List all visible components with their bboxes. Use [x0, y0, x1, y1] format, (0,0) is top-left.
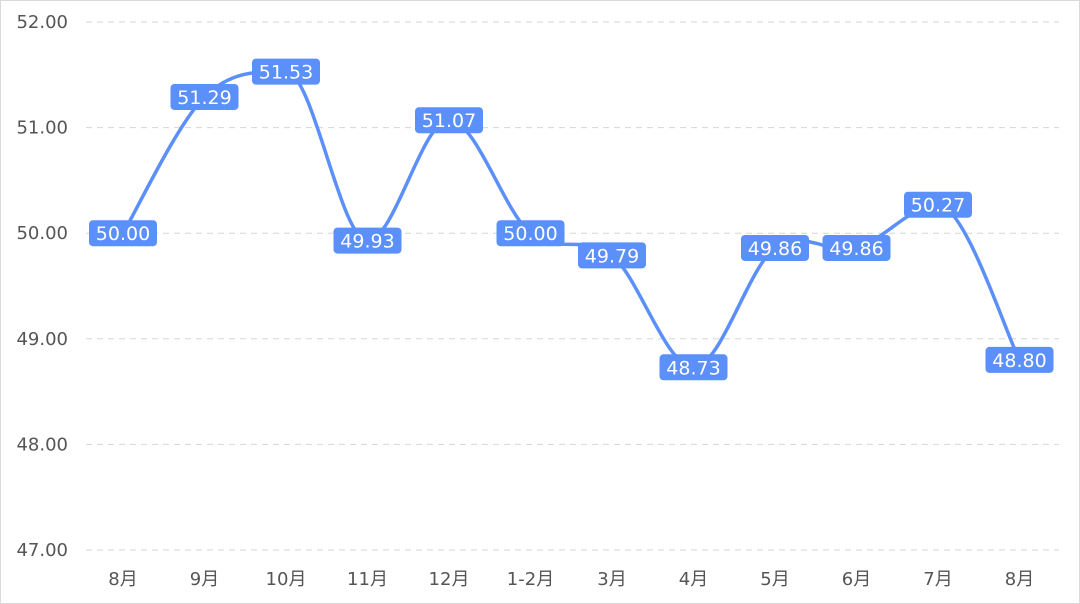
y-tick-label: 51.00	[16, 118, 68, 139]
data-label-text: 49.79	[585, 245, 639, 267]
y-axis: 47.00 48.00 49.00 50.00 51.00 52.00	[16, 12, 68, 561]
y-tick-label: 50.00	[16, 223, 68, 244]
x-tick-label: 7月	[923, 569, 952, 590]
x-tick-label: 3月	[597, 569, 626, 590]
data-label-text: 50.00	[96, 223, 150, 245]
data-label-box	[496, 220, 565, 247]
data-label: 50.27	[904, 191, 972, 218]
data-label-box	[904, 191, 972, 218]
data-label: 51.07	[415, 107, 483, 134]
data-label-box	[822, 234, 891, 261]
data-label-text: 51.53	[259, 62, 313, 84]
data-label-text: 48.73	[666, 357, 720, 379]
data-label-box	[985, 346, 1054, 373]
data-label-box	[741, 234, 809, 261]
data-label: 50.00	[89, 220, 157, 247]
x-tick-label: 1-2月	[507, 569, 554, 590]
data-label: 51.53	[252, 58, 320, 85]
y-tick-label: 47.00	[16, 540, 68, 561]
data-label-text: 48.80	[992, 350, 1046, 372]
data-label-text: 51.07	[422, 110, 476, 132]
data-label-text: 49.93	[340, 231, 394, 253]
data-label: 48.80	[985, 346, 1054, 373]
data-label: 49.86	[822, 234, 891, 261]
series-layer	[121, 69, 1022, 370]
data-label-text: 49.86	[829, 238, 883, 260]
data-label-text: 50.27	[911, 195, 965, 217]
data-label-text: 50.00	[503, 223, 557, 245]
data-label: 49.79	[578, 242, 646, 269]
data-label: 50.00	[496, 220, 565, 247]
data-label-box	[252, 58, 320, 85]
data-label-box	[659, 354, 728, 381]
x-tick-label: 8月	[1005, 569, 1034, 590]
data-label-layer: 50.00 51.29 51.53 49.93 51.07 50.00 49.79 48.73…	[89, 58, 1054, 381]
data-label: 48.73	[659, 354, 728, 381]
x-tick-label: 8月	[108, 569, 137, 590]
data-label: 49.86	[741, 234, 809, 261]
x-tick-label: 10月	[266, 569, 307, 590]
x-tick-label: 12月	[429, 569, 470, 590]
x-tick-label: 4月	[679, 569, 708, 590]
data-label-box	[578, 242, 646, 269]
x-tick-label: 5月	[760, 569, 789, 590]
data-label: 49.93	[333, 227, 402, 254]
data-label-text: 51.29	[177, 87, 231, 109]
x-tick-label: 6月	[842, 569, 871, 590]
y-tick-label: 48.00	[16, 434, 68, 455]
x-tick-label: 11月	[347, 569, 388, 590]
x-tick-label: 9月	[190, 569, 219, 590]
data-label-box	[333, 227, 402, 254]
data-label-box	[89, 220, 157, 247]
series-line	[121, 69, 1022, 370]
y-tick-label: 52.00	[16, 12, 68, 33]
grid-layer	[86, 21, 1059, 551]
data-label-box	[415, 107, 483, 134]
data-label-box	[170, 83, 239, 110]
y-tick-label: 49.00	[16, 329, 68, 350]
data-label: 51.29	[170, 83, 239, 110]
x-axis: 8月 9月 10月 11月 12月 1-2月 3月 4月 5月 6月 7月 8月	[108, 569, 1034, 590]
data-label-text: 49.86	[748, 238, 802, 260]
